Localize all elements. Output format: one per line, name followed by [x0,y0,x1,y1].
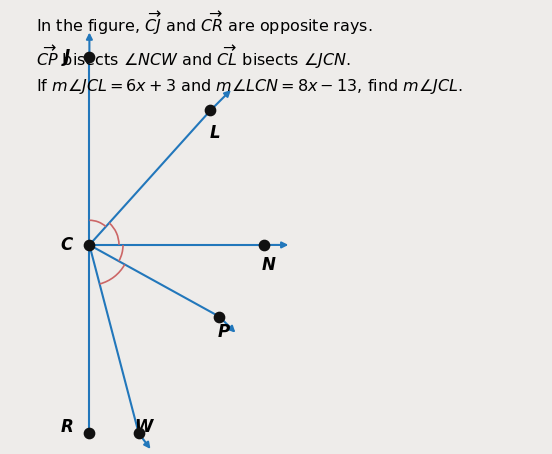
Text: In the figure, $\overrightarrow{CJ}$ and $\overrightarrow{CR}$ are opposite rays: In the figure, $\overrightarrow{CJ}$ and… [35,10,372,37]
Text: If $m\angle JCL = 6x + 3$ and $m\angle LCN = 8x - 13$, find $m\angle JCL$.: If $m\angle JCL = 6x + 3$ and $m\angle L… [35,77,462,96]
Text: C: C [61,236,73,254]
Text: R: R [61,418,73,435]
Text: W: W [134,418,152,435]
Point [260,242,269,249]
Point [85,53,94,60]
Text: $\overrightarrow{CP}$ bisects $\angle NCW$ and $\overrightarrow{CL}$ bisects $\a: $\overrightarrow{CP}$ bisects $\angle NC… [35,43,351,71]
Point [206,107,215,114]
Text: N: N [262,256,275,274]
Text: J: J [64,48,70,65]
Point [85,429,94,437]
Point [215,313,224,321]
Point [85,242,94,249]
Text: L: L [210,124,220,142]
Text: P: P [218,323,230,341]
Point [134,429,143,437]
